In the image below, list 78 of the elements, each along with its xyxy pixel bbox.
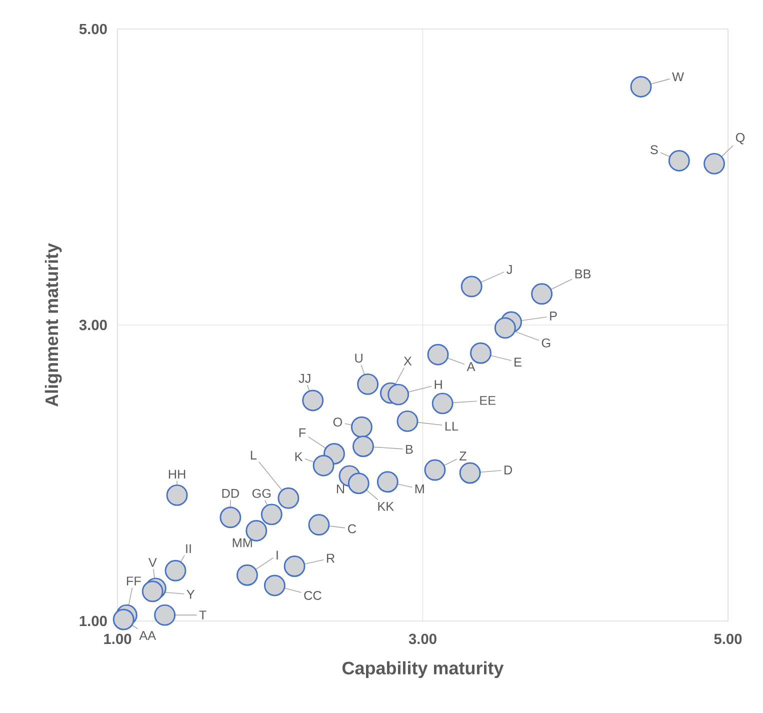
point <box>154 604 176 626</box>
annotation: GG <box>252 488 271 498</box>
point <box>112 608 134 630</box>
point <box>704 152 726 174</box>
point <box>459 462 481 484</box>
annotation: JJ <box>298 374 310 383</box>
annotation: J <box>506 265 512 274</box>
annotation: H <box>434 380 442 389</box>
y-axis-title: Alignment maturity <box>44 243 62 407</box>
annotation: BB <box>575 270 591 278</box>
annotation: G <box>542 338 550 348</box>
point <box>424 459 446 481</box>
annotation: EE <box>480 396 496 405</box>
annotation: P <box>550 312 557 320</box>
annotation: LL <box>445 422 458 431</box>
annotation: V <box>148 558 157 567</box>
x-axis-title: Capability maturity <box>342 661 504 678</box>
point <box>164 560 186 582</box>
annotation: N <box>336 484 344 494</box>
x-tick-label: 3.00 <box>408 634 436 644</box>
point <box>470 342 492 364</box>
annotation: C <box>348 524 356 534</box>
point <box>220 506 242 528</box>
point <box>302 390 324 412</box>
annotation: HH <box>168 470 186 479</box>
y-tick-label: 1.00 <box>80 616 107 626</box>
point <box>166 484 188 506</box>
y-tick-label: 3.00 <box>79 320 107 330</box>
annotation: W <box>672 72 684 82</box>
annotation: DD <box>222 489 239 498</box>
annotation: E <box>514 358 522 366</box>
annotation: A <box>466 362 476 371</box>
annotation: CC <box>304 590 322 600</box>
point <box>460 276 482 298</box>
annotation: AA <box>139 631 156 640</box>
annotation: U <box>355 354 362 363</box>
point <box>357 373 379 395</box>
point <box>427 344 449 366</box>
point <box>432 392 454 414</box>
annotation: MM <box>232 538 252 548</box>
annotation: KK <box>378 502 394 511</box>
annotation: I <box>276 550 278 560</box>
annotation: T <box>199 610 206 620</box>
y-tick-label: 5.00 <box>79 24 107 34</box>
point <box>494 317 516 339</box>
point <box>236 564 258 586</box>
point <box>531 283 553 305</box>
point <box>396 410 418 432</box>
point <box>388 384 410 406</box>
annotation: Q <box>736 133 745 144</box>
annotation: X <box>404 356 412 366</box>
point <box>260 504 282 526</box>
x-tick-label: 5.00 <box>714 634 742 644</box>
annotation: K <box>295 452 303 461</box>
point <box>284 555 306 577</box>
annotation: R <box>327 554 335 563</box>
annotation: Z <box>459 452 466 460</box>
x-tick-label: 1.00 <box>104 634 132 644</box>
point <box>278 487 300 509</box>
point <box>352 436 374 458</box>
point <box>264 574 286 596</box>
point <box>668 150 690 172</box>
point <box>376 471 398 493</box>
point <box>350 416 372 438</box>
annotation: D <box>504 466 512 474</box>
annotation: F <box>299 428 306 438</box>
annotation: Y <box>186 590 195 599</box>
point <box>312 454 334 476</box>
annotation: L <box>250 450 257 460</box>
point <box>348 472 370 494</box>
annotation: O <box>333 418 342 427</box>
annotation: II <box>186 544 191 554</box>
point <box>630 76 652 98</box>
point <box>308 514 330 536</box>
annotation: M <box>415 484 424 494</box>
annotation: S <box>650 145 658 154</box>
annotation: FF <box>126 576 141 586</box>
annotation: B <box>406 444 413 454</box>
